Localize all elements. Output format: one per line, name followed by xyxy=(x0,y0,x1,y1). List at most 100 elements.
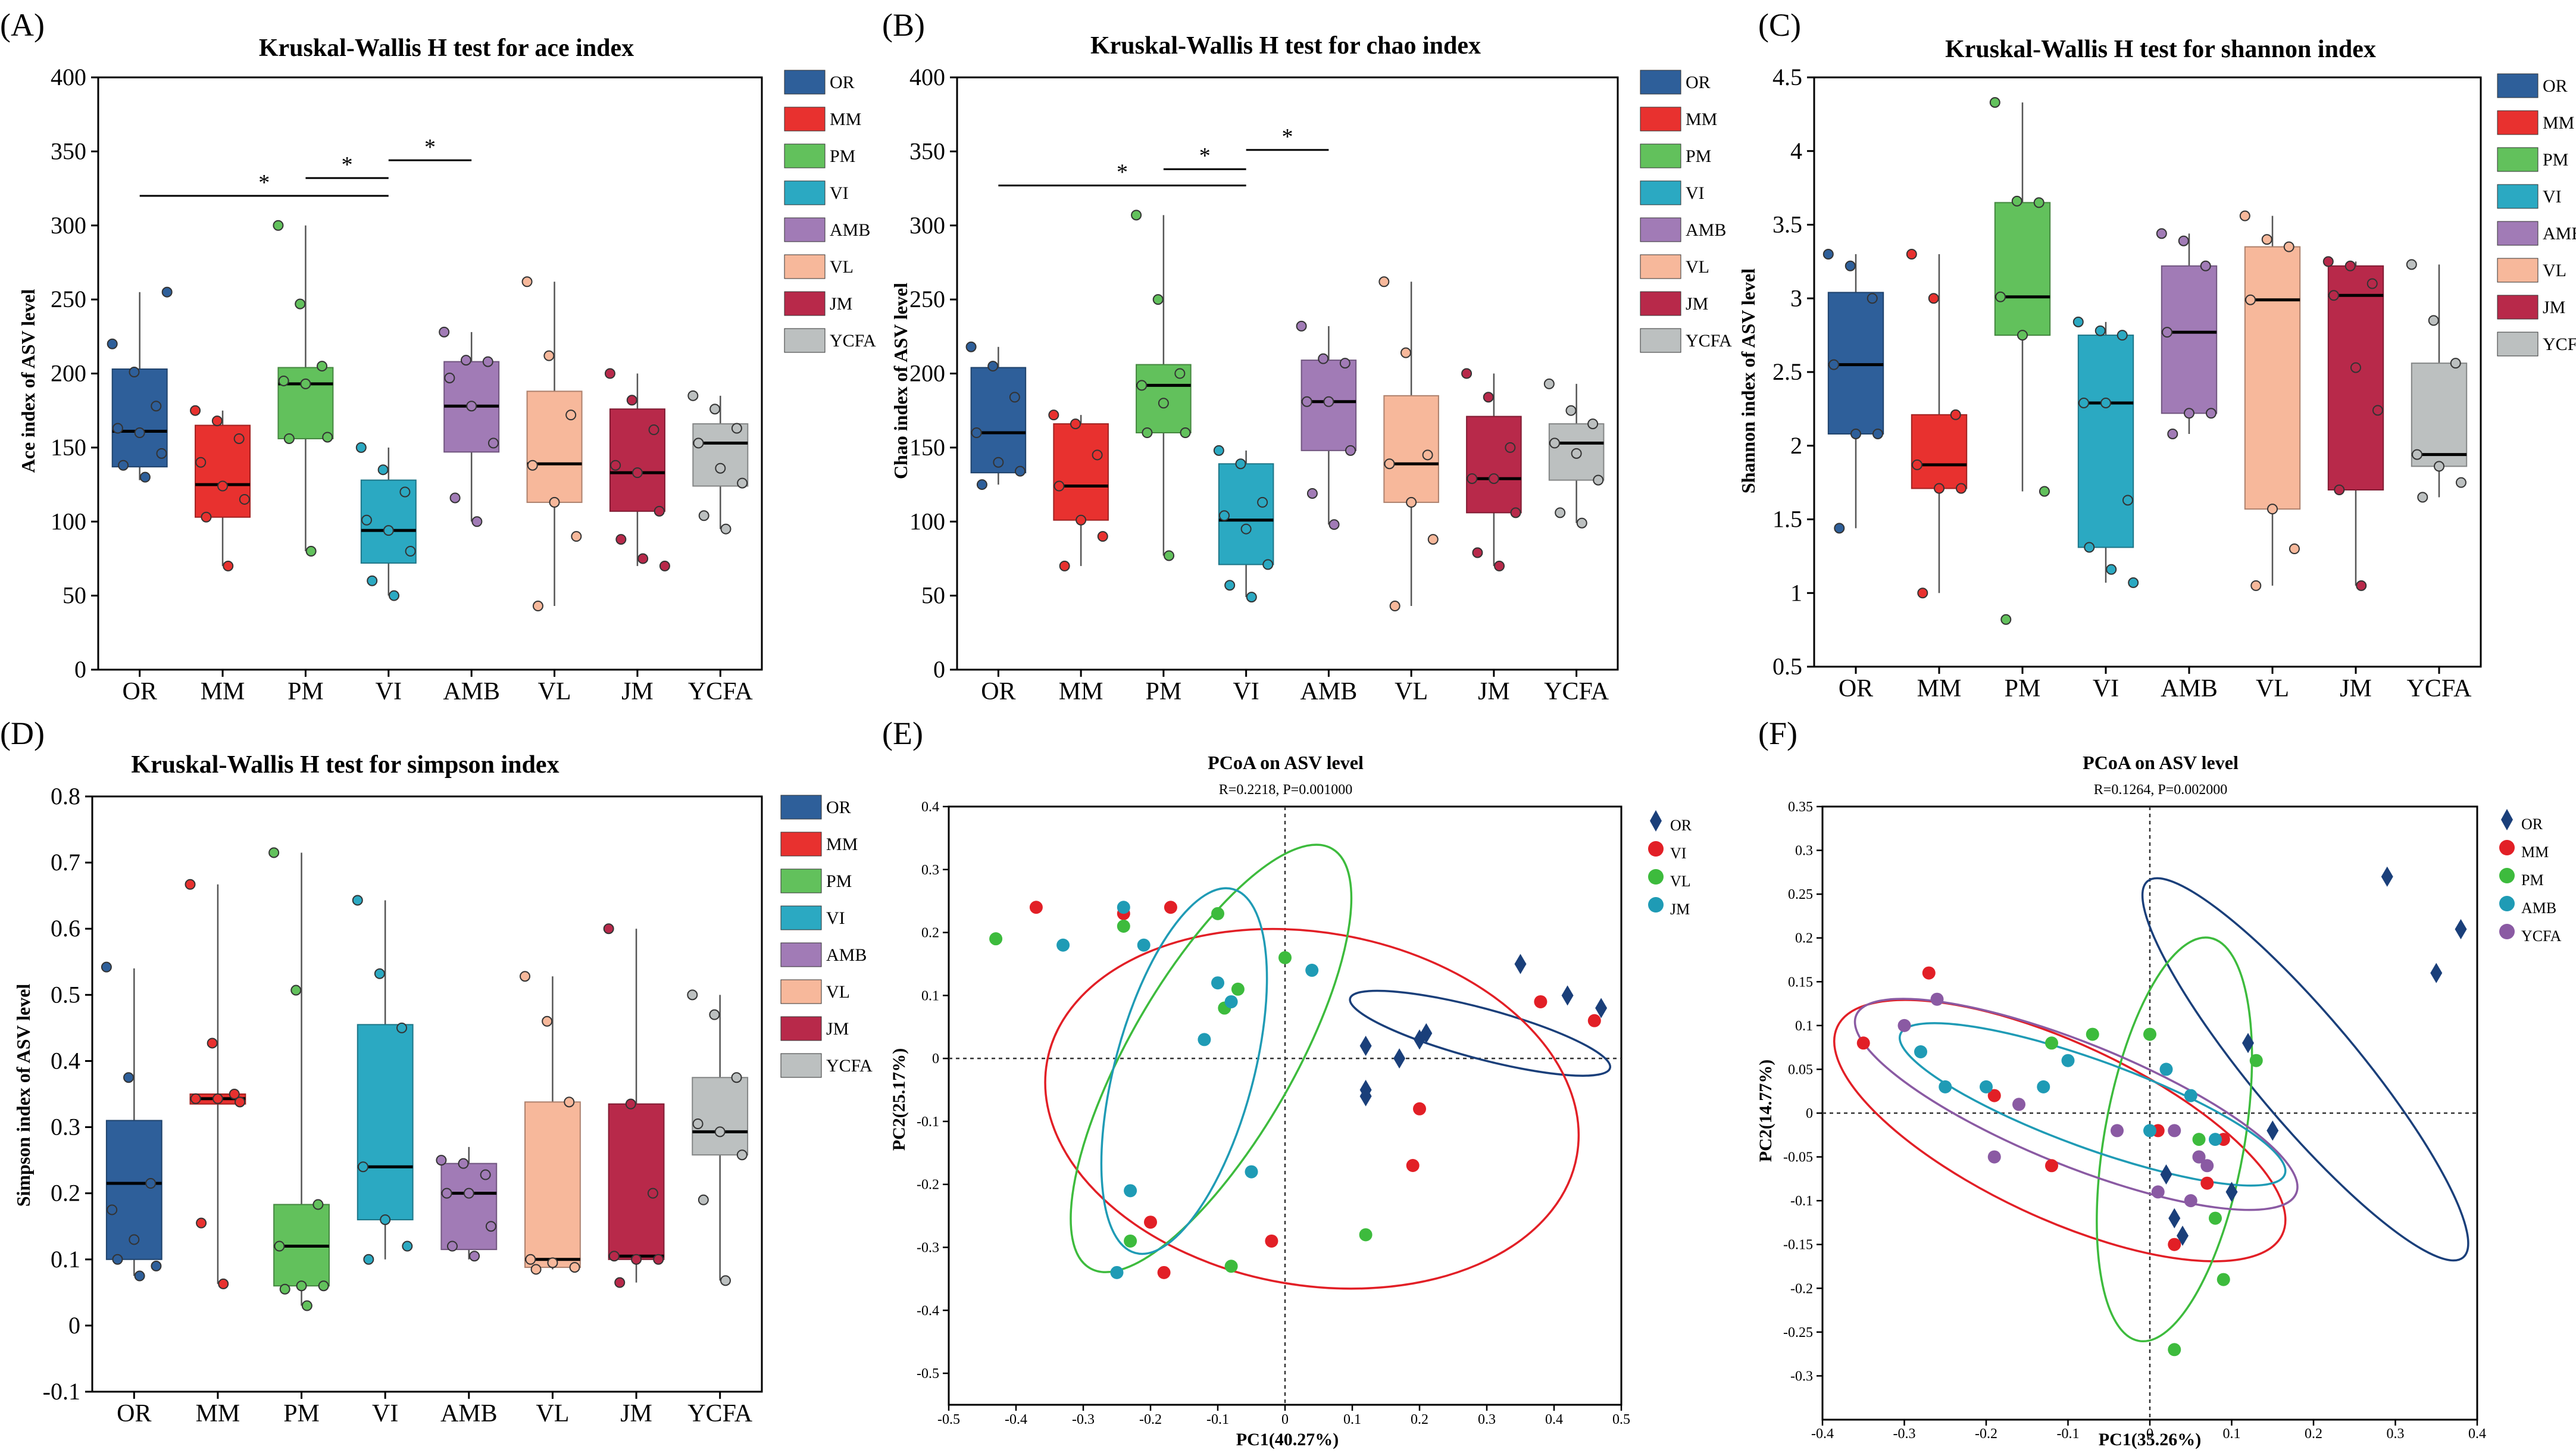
y-tick-label: 0.6 xyxy=(51,915,80,942)
y-tick-label: 0.15 xyxy=(1788,974,1813,990)
x-tick-label: OR xyxy=(117,1400,151,1427)
data-point-jm xyxy=(648,424,659,436)
confidence-ellipse-jm xyxy=(1100,887,1268,1255)
chart-title: Kruskal-Wallis H test for chao index xyxy=(1090,32,1481,60)
data-point-mm xyxy=(239,493,250,505)
legend-label-jm: JM xyxy=(2543,298,2565,317)
data-point-ycfa xyxy=(1571,448,1582,459)
x-tick-label: VL xyxy=(536,1400,569,1427)
y-tick-label: -0.3 xyxy=(1790,1368,1813,1384)
legend-marker-or xyxy=(1650,810,1662,832)
data-point-mm xyxy=(1955,483,1967,494)
data-point-pm xyxy=(290,985,302,996)
data-point-ycfa xyxy=(2151,1185,2165,1199)
data-point-amb xyxy=(1328,519,1340,530)
x-tick-label: MM xyxy=(1917,675,1962,702)
legend-swatch-pm xyxy=(780,868,822,893)
x-tick-label: YCFA xyxy=(2407,675,2472,702)
data-point-ycfa xyxy=(2192,1150,2206,1164)
x-tick-label: PM xyxy=(283,1400,320,1427)
data-point-amb xyxy=(1306,488,1318,499)
data-point-amb xyxy=(441,1188,452,1199)
data-point-or xyxy=(151,1260,162,1271)
data-point-pm xyxy=(1995,291,2006,302)
data-point-amb xyxy=(446,1240,458,1252)
data-point-pm xyxy=(322,432,333,443)
data-point-or xyxy=(145,1178,157,1189)
data-point-mm xyxy=(201,511,212,523)
legend-label-pm: PM xyxy=(826,871,852,891)
data-point-jm xyxy=(1467,473,1478,485)
data-point-mm xyxy=(217,480,229,492)
x-tick-label: PM xyxy=(1146,678,1182,705)
data-point-or xyxy=(976,479,987,490)
data-point-vl xyxy=(2245,294,2256,305)
x-tick-label: AMB xyxy=(440,1400,498,1427)
y-tick-label: 200 xyxy=(51,360,86,387)
legend-swatch-vi xyxy=(784,180,826,205)
data-point-jm xyxy=(1510,507,1521,518)
data-point-or xyxy=(161,286,173,298)
data-point-ycfa xyxy=(2428,315,2439,326)
data-point-jm xyxy=(637,553,649,564)
box-amb xyxy=(2161,265,2218,414)
legend-label-vl: VL xyxy=(1670,873,1691,890)
x-tick-label: 0.2 xyxy=(2305,1426,2322,1442)
data-point-vl xyxy=(527,460,538,471)
box-or xyxy=(970,367,1027,474)
legend-label-pm: PM xyxy=(830,146,855,166)
y-tick-label: 0.25 xyxy=(1788,887,1813,902)
data-point-amb xyxy=(482,356,493,367)
panel-label: (C) xyxy=(1758,7,1801,43)
box-mm xyxy=(1053,423,1109,521)
legend: OR MM PM VI AMB VL JM YCFA xyxy=(784,70,876,353)
legend-label-mm: MM xyxy=(826,835,858,854)
y-tick-label: 1 xyxy=(1790,579,1802,606)
data-point-jm xyxy=(1056,938,1070,952)
x-tick-label: YCFA xyxy=(1544,678,1609,705)
data-point-ycfa xyxy=(1555,507,1566,518)
data-point-mm xyxy=(212,1093,223,1104)
legend-swatch-mm xyxy=(1640,107,1681,132)
data-point-vl xyxy=(2261,234,2272,245)
box-jm xyxy=(1466,415,1522,514)
y-tick-label: 0.1 xyxy=(51,1246,80,1273)
y-tick-label: -0.25 xyxy=(1783,1325,1813,1340)
y-tick-label: 0.4 xyxy=(921,799,939,815)
data-point-pm xyxy=(2045,1036,2058,1050)
data-point-vi xyxy=(1235,458,1246,470)
data-point-vi xyxy=(1164,901,1177,914)
chart-title: PCoA on ASV level xyxy=(2083,752,2239,773)
legend: OR VI VL JM xyxy=(1648,810,1692,918)
data-point-or xyxy=(134,427,145,438)
data-point-amb xyxy=(2178,235,2189,246)
chart-subtitle: R=0.1264, P=0.002000 xyxy=(2094,782,2227,798)
data-point-amb xyxy=(2037,1080,2050,1093)
y-tick-label: 0.3 xyxy=(1795,843,1813,859)
x-tick-label: -0.3 xyxy=(1893,1426,1916,1442)
y-tick-label: 50 xyxy=(921,582,945,609)
data-point-jm xyxy=(631,1254,642,1265)
data-point-or xyxy=(129,1234,140,1245)
data-point-amb xyxy=(1323,396,1334,407)
y-tick-label: 400 xyxy=(909,64,945,90)
data-point-or xyxy=(134,1270,145,1282)
data-point-ycfa xyxy=(2200,1159,2214,1173)
confidence-ellipse-vi xyxy=(1044,927,1580,1290)
data-point-jm xyxy=(2372,405,2383,416)
data-point-mm xyxy=(1053,480,1065,492)
data-point-pm xyxy=(2011,195,2022,207)
data-point-amb xyxy=(444,372,455,383)
data-point-pm xyxy=(2000,614,2012,625)
data-point-jm xyxy=(1305,964,1319,977)
legend-label-vi: VI xyxy=(1670,845,1686,862)
legend-label-mm: MM xyxy=(2543,113,2574,133)
legend-swatch-vl xyxy=(784,254,826,279)
chart-title: Kruskal-Wallis H test for simpson index xyxy=(131,751,559,779)
data-point-ycfa xyxy=(2417,492,2428,503)
data-point-mm xyxy=(207,1038,218,1049)
data-point-ycfa xyxy=(1543,378,1555,389)
data-point-or xyxy=(2168,1208,2181,1229)
data-point-jm xyxy=(659,560,670,571)
data-point-amb xyxy=(449,492,461,504)
